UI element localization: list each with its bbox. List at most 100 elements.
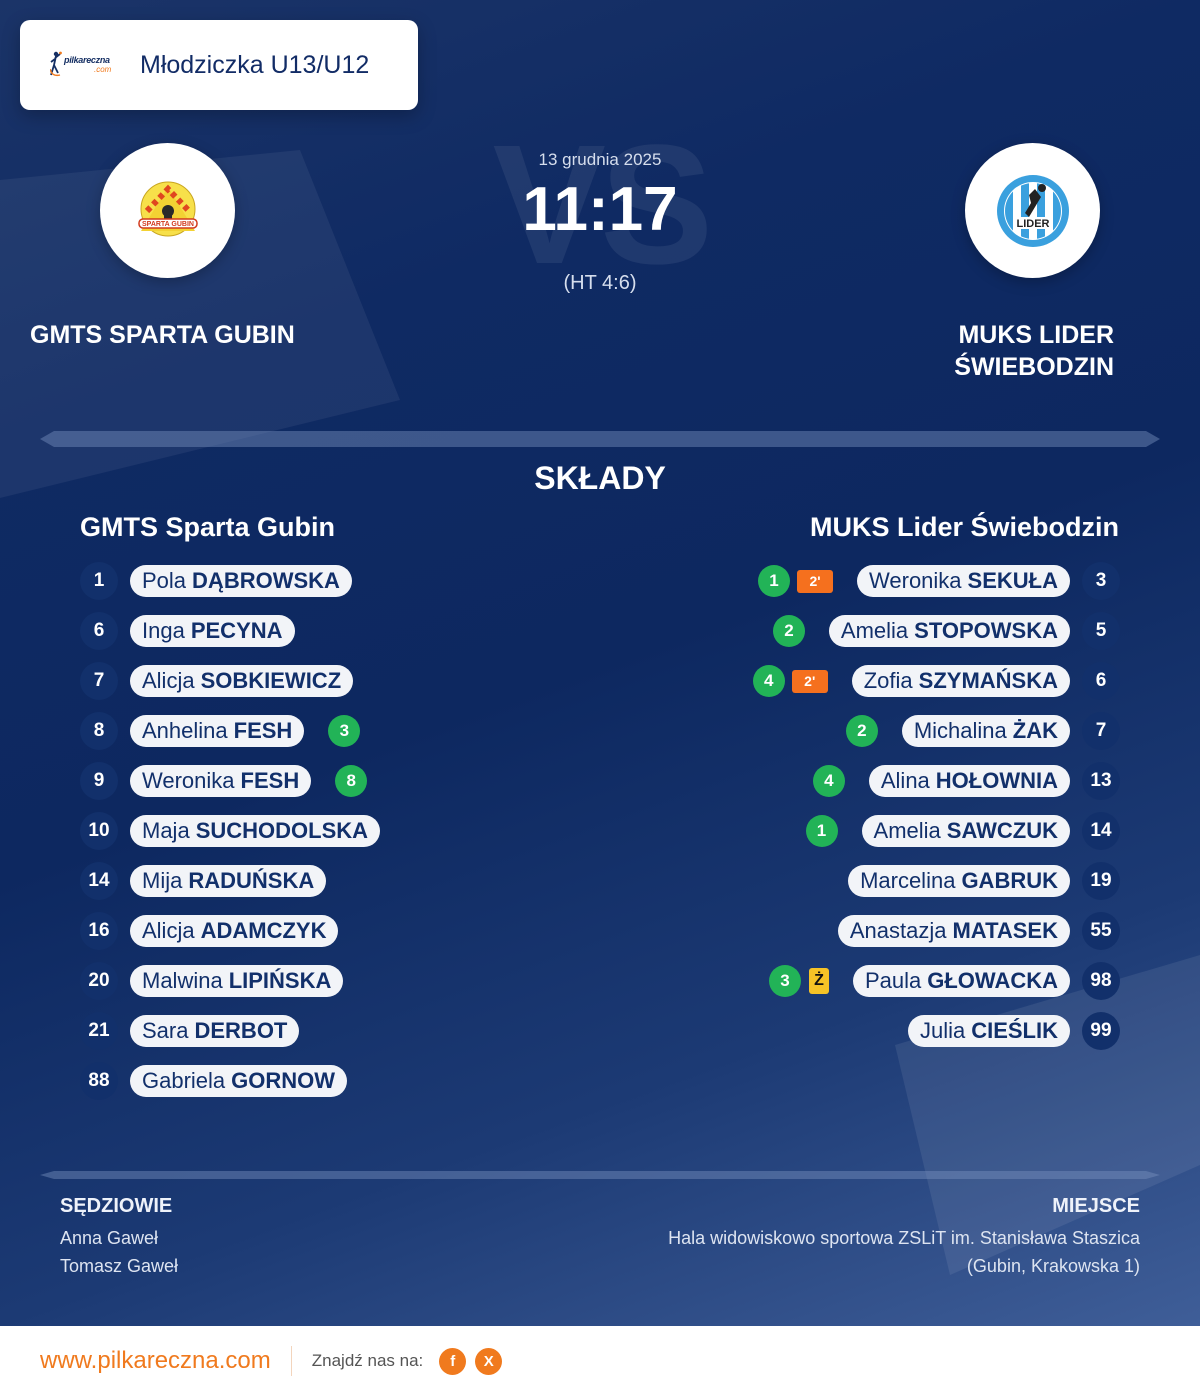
svg-text:LIDER: LIDER bbox=[1016, 218, 1049, 230]
player-name-pill: Inga PECYNA bbox=[130, 615, 295, 647]
player-name-pill: Alicja ADAMCZYK bbox=[130, 915, 339, 947]
player-name-pill: Anhelina FESH bbox=[130, 715, 305, 747]
player-number: 14 bbox=[80, 862, 118, 900]
facebook-icon[interactable]: f bbox=[439, 1347, 467, 1375]
player-first-name: Alicja bbox=[142, 668, 195, 693]
player-row: 3 Ż Paula GŁOWACKA 98 bbox=[753, 956, 1120, 1006]
match-graphic: VS pilkareczna .com Młodziczka U13/U12 S… bbox=[0, 0, 1200, 1326]
player-last-name: SAWCZUK bbox=[946, 818, 1058, 843]
player-number: 8 bbox=[80, 712, 118, 750]
player-row: 2 Michalina ŻAK 7 bbox=[753, 706, 1120, 756]
referees-title: SĘDZIOWIE bbox=[60, 1195, 173, 1217]
section-divider bbox=[40, 431, 1160, 447]
player-last-name: ADAMCZYK bbox=[200, 918, 327, 943]
footer: www.pilkareczna.com Znajdź nas na: f X bbox=[0, 1326, 1200, 1396]
player-events: 1 bbox=[805, 815, 838, 847]
player-first-name: Michalina bbox=[913, 718, 1007, 743]
vs-watermark: VS bbox=[492, 110, 714, 300]
player-row: 1 Pola DĄBROWSKA bbox=[80, 556, 380, 606]
player-row: 6 Inga PECYNA bbox=[80, 606, 380, 656]
away-team-name: MUKS LIDER ŚWIEBODZIN bbox=[894, 319, 1114, 383]
player-last-name: FESH bbox=[240, 768, 300, 793]
player-number: 16 bbox=[80, 912, 118, 950]
venue-title: MIEJSCE bbox=[1052, 1195, 1140, 1217]
player-name-pill: Gabriela GORNOW bbox=[130, 1065, 348, 1097]
player-first-name: Alicja bbox=[142, 918, 195, 943]
player-events: 2 bbox=[772, 615, 805, 647]
player-last-name: SOBKIEWICZ bbox=[200, 668, 342, 693]
player-number: 1 bbox=[80, 562, 118, 600]
player-last-name: FESH bbox=[233, 718, 293, 743]
player-first-name: Inga bbox=[142, 618, 185, 643]
footer-separator bbox=[290, 1346, 292, 1376]
player-row: 4 Alina HOŁOWNIA 13 bbox=[753, 756, 1120, 806]
player-last-name: PECYNA bbox=[190, 618, 283, 643]
website-link[interactable]: www.pilkareczna.com bbox=[40, 1347, 271, 1374]
home-roster: 1 Pola DĄBROWSKA 6 Inga PECYNA 7 Alicja SOBKIEWI… bbox=[80, 556, 381, 1106]
player-name-pill: Weronika SEKUŁA bbox=[857, 565, 1070, 597]
player-last-name: SZYMAŃSKA bbox=[918, 668, 1058, 693]
player-last-name: GORNOW bbox=[231, 1068, 336, 1093]
player-row: Anastazja MATASEK 55 bbox=[753, 906, 1120, 956]
player-number: 7 bbox=[80, 662, 118, 700]
goals-badge: 8 bbox=[335, 765, 368, 797]
player-name-pill: Malwina LIPIŃSKA bbox=[130, 965, 344, 997]
player-name-pill: Alicja SOBKIEWICZ bbox=[130, 665, 354, 697]
player-first-name: Paula bbox=[864, 968, 922, 993]
goals-badge: 3 bbox=[768, 965, 801, 997]
player-first-name: Maja bbox=[142, 818, 190, 843]
goals-badge: 3 bbox=[328, 715, 361, 747]
player-number: 5 bbox=[1082, 612, 1120, 650]
home-team-name: GMTS SPARTA GUBIN bbox=[30, 321, 295, 349]
away-lineup-heading: MUKS Lider Świebodzin bbox=[809, 512, 1119, 542]
goals-badge: 1 bbox=[805, 815, 838, 847]
final-score: 11:17 bbox=[522, 175, 678, 244]
player-first-name: Sara bbox=[142, 1018, 189, 1043]
player-last-name: LIPIŃSKA bbox=[228, 968, 332, 993]
player-last-name: MATASEK bbox=[952, 918, 1058, 943]
player-name-pill: Zofia SZYMAŃSKA bbox=[851, 665, 1070, 697]
sparta-gubin-crest-icon: SPARTA GUBIN bbox=[137, 181, 198, 236]
player-number: 98 bbox=[1082, 962, 1120, 1000]
player-first-name: Weronika bbox=[142, 768, 235, 793]
yellow-card-icon: Ż bbox=[808, 968, 829, 994]
player-number: 21 bbox=[80, 1012, 118, 1050]
player-number: 14 bbox=[1082, 812, 1120, 850]
away-team-name-line2: ŚWIEBODZIN bbox=[954, 353, 1114, 381]
player-name-pill: Alina HOŁOWNIA bbox=[868, 765, 1070, 797]
away-team-name-line1: MUKS LIDER bbox=[958, 321, 1114, 349]
player-row: Marcelina GABRUK 19 bbox=[753, 856, 1120, 906]
player-row: 2 Amelia STOPOWSKA 5 bbox=[753, 606, 1120, 656]
player-number: 6 bbox=[80, 612, 118, 650]
handball-player-icon bbox=[50, 51, 62, 77]
x-icon[interactable]: X bbox=[475, 1347, 503, 1375]
player-first-name: Julia bbox=[919, 1018, 966, 1043]
player-name-pill: Marcelina GABRUK bbox=[848, 865, 1070, 897]
player-number: 55 bbox=[1082, 912, 1120, 950]
player-first-name: Pola bbox=[142, 568, 187, 593]
player-row: Julia CIEŚLIK 99 bbox=[753, 1006, 1120, 1056]
player-number: 7 bbox=[1082, 712, 1120, 750]
referee-name: Tomasz Gaweł bbox=[60, 1256, 179, 1276]
player-name-pill: Mija RADUŃSKA bbox=[130, 865, 327, 897]
player-first-name: Anastazja bbox=[849, 918, 947, 943]
player-first-name: Amelia bbox=[840, 618, 909, 643]
player-last-name: GŁOWACKA bbox=[927, 968, 1058, 993]
player-number: 6 bbox=[1082, 662, 1120, 700]
brand-logo-suffix: .com bbox=[94, 65, 112, 74]
player-number: 3 bbox=[1082, 562, 1120, 600]
player-number: 19 bbox=[1082, 862, 1120, 900]
pilkareczna-logo: pilkareczna .com bbox=[48, 49, 120, 81]
goals-badge: 2 bbox=[845, 715, 878, 747]
player-name-pill: Pola DĄBROWSKA bbox=[130, 565, 352, 597]
player-row: 1 Amelia SAWCZUK 14 bbox=[753, 806, 1120, 856]
referee-name: Anna Gaweł bbox=[60, 1228, 159, 1248]
half-time-score: (HT 4:6) bbox=[563, 272, 637, 294]
player-first-name: Anhelina bbox=[142, 718, 228, 743]
player-first-name: Weronika bbox=[869, 568, 962, 593]
player-number: 10 bbox=[80, 812, 118, 850]
referees-block: SĘDZIOWIE Anna Gaweł Tomasz Gaweł bbox=[60, 1195, 178, 1280]
player-first-name: Malwina bbox=[142, 968, 223, 993]
player-last-name: SUCHODOLSKA bbox=[195, 818, 369, 843]
player-row: 10 Maja SUCHODOLSKA bbox=[80, 806, 381, 856]
